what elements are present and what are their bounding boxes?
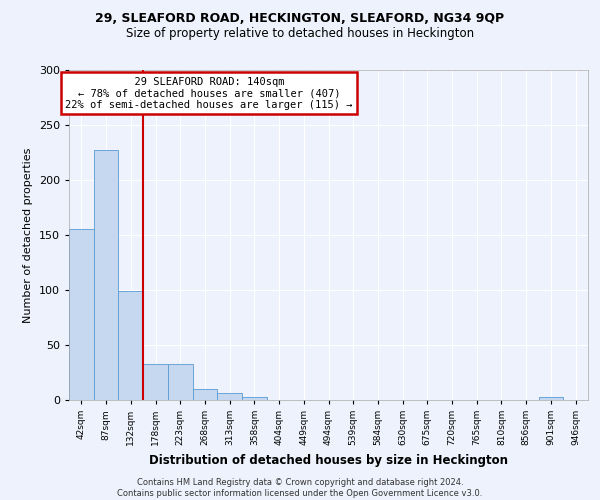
Bar [539,396,563,400]
Y-axis label: Number of detached properties: Number of detached properties [23,148,33,322]
Text: 29, SLEAFORD ROAD, HECKINGTON, SLEAFORD, NG34 9QP: 29, SLEAFORD ROAD, HECKINGTON, SLEAFORD,… [95,12,505,26]
Text: Contains HM Land Registry data © Crown copyright and database right 2024.
Contai: Contains HM Land Registry data © Crown c… [118,478,482,498]
Bar [143,364,168,400]
Bar [118,291,143,400]
Bar [193,389,217,400]
Text: Size of property relative to detached houses in Heckington: Size of property relative to detached ho… [126,28,474,40]
Bar [242,396,267,400]
Bar [94,150,118,400]
Bar [168,364,193,400]
X-axis label: Distribution of detached houses by size in Heckington: Distribution of detached houses by size … [149,454,508,466]
Bar [69,230,94,400]
Bar [217,394,242,400]
Text: 29 SLEAFORD ROAD: 140sqm  
← 78% of detached houses are smaller (407)
22% of sem: 29 SLEAFORD ROAD: 140sqm ← 78% of detach… [65,76,353,110]
